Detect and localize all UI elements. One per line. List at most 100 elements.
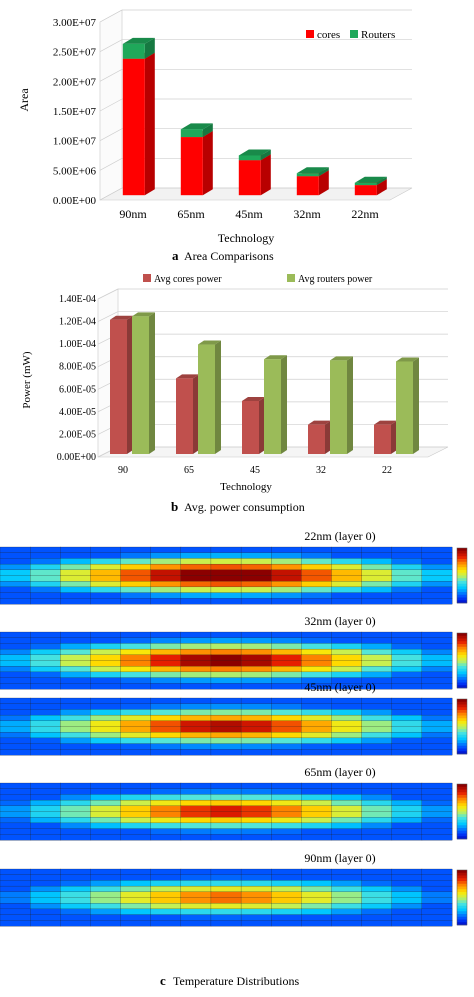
heatmap-cell bbox=[301, 586, 332, 594]
heatmap-cell bbox=[421, 703, 453, 710]
caption-letter: a bbox=[172, 248, 179, 263]
heatmap-cell bbox=[271, 546, 302, 554]
heatmap-cell bbox=[240, 558, 272, 565]
gridline-side bbox=[99, 98, 123, 112]
heatmap-cell bbox=[60, 683, 91, 690]
heatmap-cell bbox=[301, 794, 332, 801]
x-tick-label: 32 bbox=[316, 465, 326, 476]
heatmap-cell bbox=[0, 914, 31, 921]
heatmap-cell bbox=[60, 874, 91, 881]
heatmap-cell bbox=[210, 720, 242, 727]
bar-cores-side bbox=[376, 179, 387, 196]
heatmap-cell bbox=[331, 743, 363, 750]
heatmap-cell bbox=[210, 546, 242, 554]
heatmap-cell bbox=[361, 817, 393, 824]
bar-routers-top bbox=[354, 176, 387, 183]
heatmap-cell bbox=[210, 822, 242, 830]
heatmap-cell bbox=[240, 714, 272, 722]
legend-swatch-cores bbox=[306, 30, 314, 38]
heatmap-cell bbox=[60, 671, 91, 679]
heatmap-cell bbox=[30, 598, 61, 605]
heatmap-cell bbox=[421, 569, 453, 576]
heatmap-cell bbox=[240, 782, 272, 790]
bar-routers-power bbox=[396, 357, 419, 454]
caption-text: Area Comparisons bbox=[184, 249, 274, 263]
heatmap-cell bbox=[0, 737, 31, 745]
colorbar-frame bbox=[456, 869, 468, 926]
heatmap-cell bbox=[60, 648, 91, 656]
heatmap-cell bbox=[271, 828, 302, 835]
heatmap-cell bbox=[0, 822, 31, 830]
heatmap-cell bbox=[301, 874, 332, 881]
x-tick-label: 32nm bbox=[293, 207, 321, 221]
heatmap-cell bbox=[361, 908, 393, 916]
colorbar-step bbox=[457, 740, 467, 744]
heatmap-cell bbox=[180, 811, 212, 818]
heatmap-cell bbox=[240, 908, 272, 916]
colorbar-step bbox=[457, 638, 467, 642]
heatmap-cell bbox=[210, 805, 242, 812]
bar-cores bbox=[238, 154, 271, 196]
heatmap-cell bbox=[150, 903, 182, 910]
heatmap-cell bbox=[180, 569, 212, 576]
colorbar-step bbox=[457, 723, 467, 727]
heatmap-title: 22nm (layer 0) bbox=[304, 529, 375, 543]
heatmap-cell bbox=[240, 631, 272, 639]
heatmap-cell bbox=[120, 671, 152, 679]
heatmap-cell bbox=[210, 880, 242, 887]
heatmap-cell bbox=[0, 868, 31, 876]
heatmap-cell bbox=[0, 880, 31, 887]
heatmap-cell bbox=[271, 868, 302, 876]
bar-cores-power-top bbox=[176, 374, 199, 379]
colorbar-step bbox=[457, 872, 467, 876]
heatmap-cell bbox=[301, 868, 332, 876]
heatmap-cell bbox=[391, 805, 423, 812]
heatmap-cell bbox=[90, 920, 121, 927]
heatmap-cell bbox=[301, 569, 332, 576]
heatmap-cell bbox=[30, 671, 61, 679]
heatmap-cell bbox=[240, 703, 272, 710]
colorbar-step bbox=[457, 792, 467, 796]
colorbar-step bbox=[457, 583, 467, 587]
heatmap-cell bbox=[391, 720, 423, 727]
heatmap-cell bbox=[120, 697, 152, 705]
bar-routers-power bbox=[198, 340, 221, 454]
colorbar-step bbox=[457, 679, 467, 683]
heatmap-cell bbox=[391, 828, 423, 835]
heatmap-cell bbox=[180, 563, 212, 571]
heatmap-cell bbox=[391, 743, 423, 750]
heatmap-cell bbox=[180, 637, 212, 644]
heatmap-cell bbox=[421, 908, 453, 916]
bar-cores-power-top bbox=[374, 420, 397, 425]
heatmap-cell bbox=[361, 637, 393, 644]
colorbar-step bbox=[457, 726, 467, 730]
colorbar-step bbox=[457, 581, 467, 585]
colorbar-step bbox=[457, 600, 467, 604]
heatmap-cell bbox=[271, 726, 302, 733]
heatmap-cell bbox=[210, 874, 242, 881]
heatmap-cell bbox=[210, 737, 242, 745]
heatmap-cell bbox=[30, 654, 61, 661]
bar-routers-side bbox=[260, 149, 271, 161]
bar-cores-power-side bbox=[325, 420, 331, 454]
heatmap-cell bbox=[150, 552, 182, 559]
heatmap-cell bbox=[120, 903, 152, 910]
colorbar-step bbox=[457, 748, 467, 752]
colorbar-step bbox=[457, 550, 467, 554]
colorbar-step bbox=[457, 803, 467, 807]
colorbar-frame bbox=[456, 783, 468, 840]
heatmap-cell bbox=[60, 709, 91, 716]
heatmap-cell bbox=[240, 677, 272, 684]
heatmap-cell bbox=[210, 732, 242, 739]
colorbar-step bbox=[457, 737, 467, 741]
heatmap-cell bbox=[90, 822, 121, 830]
heatmap-cell bbox=[271, 732, 302, 739]
colorbar-step bbox=[457, 908, 467, 912]
heatmap-cell bbox=[361, 631, 393, 639]
heatmap-cell bbox=[361, 660, 393, 667]
heatmap-cell bbox=[0, 631, 31, 639]
heatmap-cell bbox=[361, 903, 393, 910]
heatmap-cell bbox=[150, 799, 182, 807]
colorbar-step bbox=[457, 833, 467, 837]
heatmap-cell bbox=[180, 592, 212, 599]
